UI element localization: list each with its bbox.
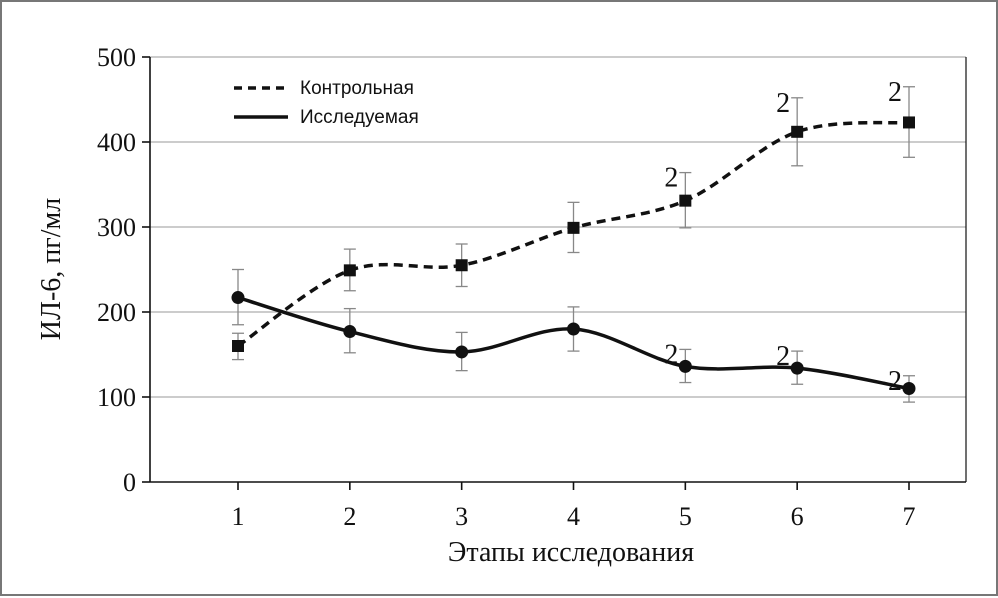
- marker-study-2: [343, 325, 357, 339]
- x-tick-label-3: 3: [455, 502, 468, 531]
- marker-control-1: [232, 340, 244, 352]
- y-tick-label-500: 500: [97, 43, 136, 72]
- x-tick-label-7: 7: [903, 502, 916, 531]
- marker-control-4: [567, 221, 580, 234]
- y-tick-label-300: 300: [97, 213, 136, 242]
- annotation-study-5: 2: [664, 339, 678, 370]
- y-tick-label-100: 100: [97, 383, 136, 412]
- x-tick-label-6: 6: [791, 502, 804, 531]
- legend: Контрольная Исследуемая: [234, 78, 419, 128]
- annotation-control-5: 2: [664, 163, 678, 194]
- data-markers: [231, 116, 916, 395]
- marker-control-5: [679, 194, 692, 207]
- y-tick-label-0: 0: [123, 468, 136, 497]
- marker-study-7: [902, 382, 916, 395]
- x-axis-title: Этапы исследования: [448, 537, 694, 568]
- marker-control-6: [791, 125, 804, 138]
- annotation-control-7: 2: [888, 77, 902, 108]
- x-tick-label-5: 5: [679, 502, 692, 531]
- y-tick-label-200: 200: [97, 298, 136, 327]
- annotation-study-6: 2: [776, 341, 790, 372]
- x-tick-label-1: 1: [232, 502, 245, 531]
- marker-study-1: [231, 291, 245, 305]
- legend-label-control: Контрольная: [300, 78, 414, 99]
- significance-annotations: 2 2 2 2 2 2: [664, 77, 902, 397]
- y-tick-label-400: 400: [97, 128, 136, 157]
- y-axis-title: ИЛ-6, пг/мл: [36, 198, 67, 341]
- marker-study-6: [790, 361, 804, 375]
- annotation-control-6: 2: [776, 88, 790, 119]
- marker-control-2: [343, 264, 356, 277]
- marker-control-3: [455, 259, 468, 272]
- marker-study-4: [567, 322, 580, 336]
- marker-study-3: [455, 345, 469, 359]
- x-tick-label-2: 2: [343, 502, 356, 531]
- annotation-study-7: 2: [888, 366, 902, 397]
- axes: 0 100 200 300 400 500 1 2 3 4 5 6 7: [97, 43, 967, 531]
- legend-label-study: Исследуемая: [300, 107, 419, 128]
- gridlines: [150, 56, 966, 398]
- x-tick-label-4: 4: [567, 502, 580, 531]
- marker-study-5: [678, 359, 692, 373]
- marker-control-7: [903, 116, 915, 129]
- error-bars: [232, 86, 915, 403]
